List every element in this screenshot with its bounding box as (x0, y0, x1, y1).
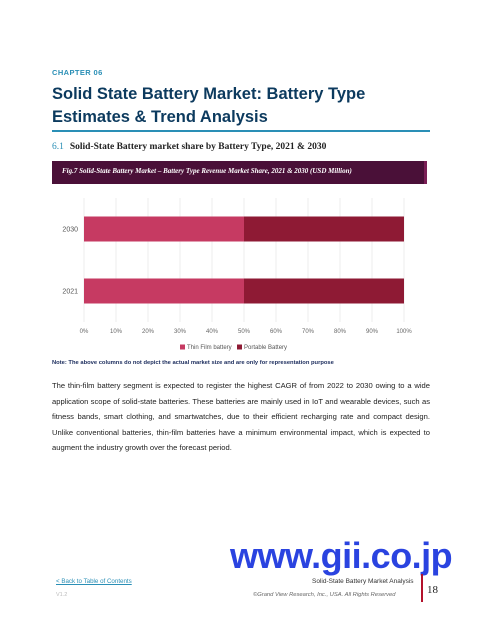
page-title: Solid State Battery Market: Battery Type… (52, 85, 366, 126)
version-label: V1.2 (56, 592, 68, 598)
market-share-chart: 2030 2021 0% 10% 20% 30% 40% 50% 60% 70% 80% 90% 10… (62, 198, 413, 351)
legend-swatch (237, 344, 242, 350)
bar-2021-thin-film (84, 278, 244, 304)
category-label: 2030 (62, 227, 78, 234)
legend-swatch (180, 344, 185, 350)
x-tick-label: 60% (270, 329, 283, 335)
section-title: Solid-State Battery market share by Batt… (69, 142, 327, 152)
legend-label: Thin Film battery (187, 345, 232, 351)
chart-x-ticks: 0% 10% 20% 30% 40% 50% 60% 70% 80% 90% 100% (80, 329, 413, 335)
x-tick-label: 30% (174, 329, 187, 335)
x-tick-label: 0% (80, 329, 89, 335)
title-divider (52, 130, 430, 132)
footer-report-title: Solid-State Battery Market Analysis (312, 578, 414, 585)
footer-copyright: ©Grand View Research, Inc., USA. All Rig… (253, 592, 396, 598)
chart-note: Note: The above columns do not depict th… (52, 360, 334, 366)
bar-2030-portable (244, 216, 404, 242)
chapter-label: CHAPTER 06 (52, 68, 103, 77)
legend-label: Portable Battery (244, 345, 287, 351)
back-to-toc-link[interactable]: < Back to Table of Contents (56, 578, 132, 585)
x-tick-label: 80% (334, 329, 347, 335)
bar-2030-thin-film (84, 216, 244, 242)
section-heading: 6.1 Solid-State Battery market share by B… (52, 142, 326, 152)
chart-category-labels: 2030 2021 (62, 227, 78, 296)
x-tick-label: 100% (396, 329, 412, 335)
x-tick-label: 20% (142, 329, 155, 335)
x-tick-label: 90% (366, 329, 379, 335)
body-paragraph: The thin-film battery segment is expecte… (52, 381, 430, 452)
chart-bars (84, 216, 404, 304)
chart-legend: Thin Film battery Portable Battery (180, 344, 287, 351)
watermark: www.gii.co.jp (230, 535, 453, 576)
bar-2021-portable (244, 278, 404, 304)
footer-divider (421, 574, 423, 602)
x-tick-label: 50% (238, 329, 251, 335)
x-tick-label: 10% (110, 329, 123, 335)
figure-caption: Fig.7 Solid-State Battery Market – Batte… (62, 167, 352, 175)
x-tick-label: 40% (206, 329, 219, 335)
x-tick-label: 70% (302, 329, 315, 335)
section-number: 6.1 (52, 142, 64, 152)
category-label: 2021 (62, 289, 78, 296)
figure-caption-banner: Fig.7 Solid-State Battery Market – Batte… (52, 161, 427, 184)
page-number: 18 (427, 584, 438, 596)
